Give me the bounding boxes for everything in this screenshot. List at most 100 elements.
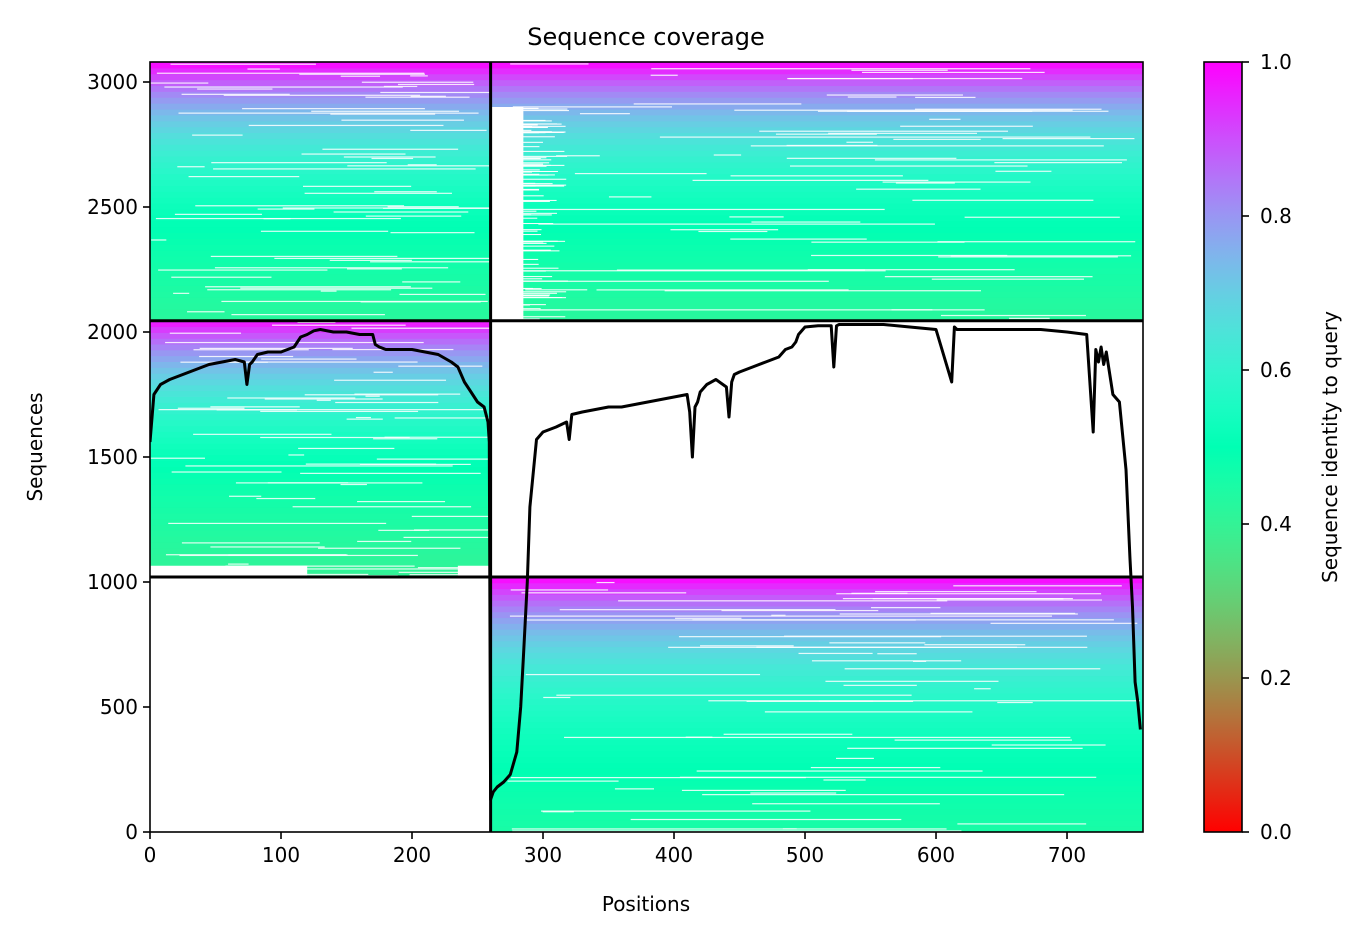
gap-line — [516, 157, 547, 159]
colorbar-tick-label: 0.2 — [1260, 666, 1292, 690]
heatmap-band — [490, 85, 1143, 92]
gap-line — [334, 379, 447, 381]
gap-line — [397, 83, 475, 86]
gap-line — [696, 770, 983, 772]
heatmap-band — [150, 214, 491, 222]
gap-region — [150, 565, 308, 577]
y-tick-label: 2500 — [87, 195, 138, 219]
heatmap-band — [490, 273, 1143, 281]
gap-line — [171, 471, 282, 473]
gap-line — [936, 599, 1102, 601]
heatmap-band — [150, 237, 491, 245]
heatmap-band — [150, 413, 491, 421]
heatmap-band — [150, 494, 491, 502]
gap-line — [895, 182, 955, 184]
gap-line — [518, 280, 829, 282]
gap-line — [994, 162, 1123, 164]
gap-line — [516, 291, 567, 293]
gap-line — [229, 495, 262, 497]
gap-line — [214, 267, 449, 269]
gap-line — [893, 138, 981, 140]
heatmap-band — [490, 651, 1143, 659]
gap-line — [556, 694, 912, 696]
heatmap-band — [150, 512, 491, 520]
gap-line — [264, 398, 383, 400]
gap-line — [516, 210, 537, 212]
gap-line — [810, 766, 941, 769]
gap-line — [411, 515, 491, 518]
gap-line — [181, 93, 290, 95]
gap-line — [213, 168, 476, 170]
gap-line — [788, 77, 1023, 80]
heatmap-band — [150, 366, 491, 374]
gap-line — [260, 230, 389, 232]
gap-line — [574, 172, 707, 175]
gap-line — [228, 563, 249, 565]
heatmap-band — [490, 184, 1143, 192]
gap-line — [248, 124, 444, 127]
gap-line — [516, 129, 532, 131]
colorbar-tick-label: 1.0 — [1260, 50, 1292, 74]
gap-line — [516, 146, 540, 148]
gap-line — [825, 680, 999, 682]
heatmap-band — [490, 680, 1143, 688]
heatmap-band — [150, 132, 491, 139]
gap-line — [512, 106, 673, 108]
gap-line — [300, 568, 490, 570]
gap-line — [365, 96, 470, 98]
gap-line — [304, 192, 452, 194]
heatmap-band — [150, 483, 491, 491]
heatmap-band — [150, 208, 491, 216]
gap-line — [730, 238, 867, 240]
heatmap-band — [150, 401, 491, 409]
heatmap-band — [150, 489, 491, 496]
heatmap-band — [490, 196, 1143, 204]
gap-line — [361, 81, 474, 83]
gap-line — [931, 278, 1084, 280]
gap-line — [410, 129, 487, 131]
heatmap-band — [150, 90, 491, 98]
gap-line — [516, 250, 546, 252]
gap-line — [398, 365, 483, 367]
gap-line — [330, 113, 436, 115]
gap-line — [516, 195, 544, 197]
gap-line — [974, 688, 991, 690]
y-axis-label: Sequences — [23, 392, 47, 501]
heatmap-band — [490, 284, 1143, 292]
y-tick-label: 3000 — [87, 70, 138, 94]
gap-line — [929, 118, 961, 120]
y-tick-label: 1500 — [87, 445, 138, 469]
gap-line — [403, 536, 491, 539]
y-tick-label: 1000 — [87, 570, 138, 594]
heatmap-band — [150, 436, 491, 444]
gap-line — [260, 410, 419, 413]
gap-line — [675, 617, 742, 619]
heatmap-band — [150, 349, 491, 357]
gap-line — [516, 132, 546, 134]
gap-line — [516, 158, 541, 160]
heatmap-band — [150, 243, 491, 251]
gap-line — [165, 341, 424, 344]
gap-line — [924, 644, 1026, 646]
y-tick-label: 500 — [100, 695, 138, 719]
gap-line — [300, 472, 481, 474]
heatmap-band — [150, 308, 491, 316]
gap-line — [872, 598, 1064, 600]
heatmap-band — [150, 220, 491, 228]
gap-line — [516, 217, 538, 219]
colorbar — [1203, 61, 1243, 833]
gap-line — [516, 318, 540, 320]
plot-frame — [149, 61, 1144, 833]
heatmap-band — [150, 85, 491, 92]
heatmap-band — [490, 622, 1143, 630]
gap-line — [297, 321, 336, 324]
gap-line — [210, 546, 325, 548]
gap-line — [664, 290, 982, 292]
gap-line — [828, 132, 977, 134]
gap-line — [187, 311, 225, 313]
gap-line — [516, 229, 542, 231]
gap-line — [516, 165, 547, 167]
heatmap-band — [150, 541, 491, 549]
heatmap-band — [150, 73, 491, 81]
gap-line — [305, 463, 437, 465]
